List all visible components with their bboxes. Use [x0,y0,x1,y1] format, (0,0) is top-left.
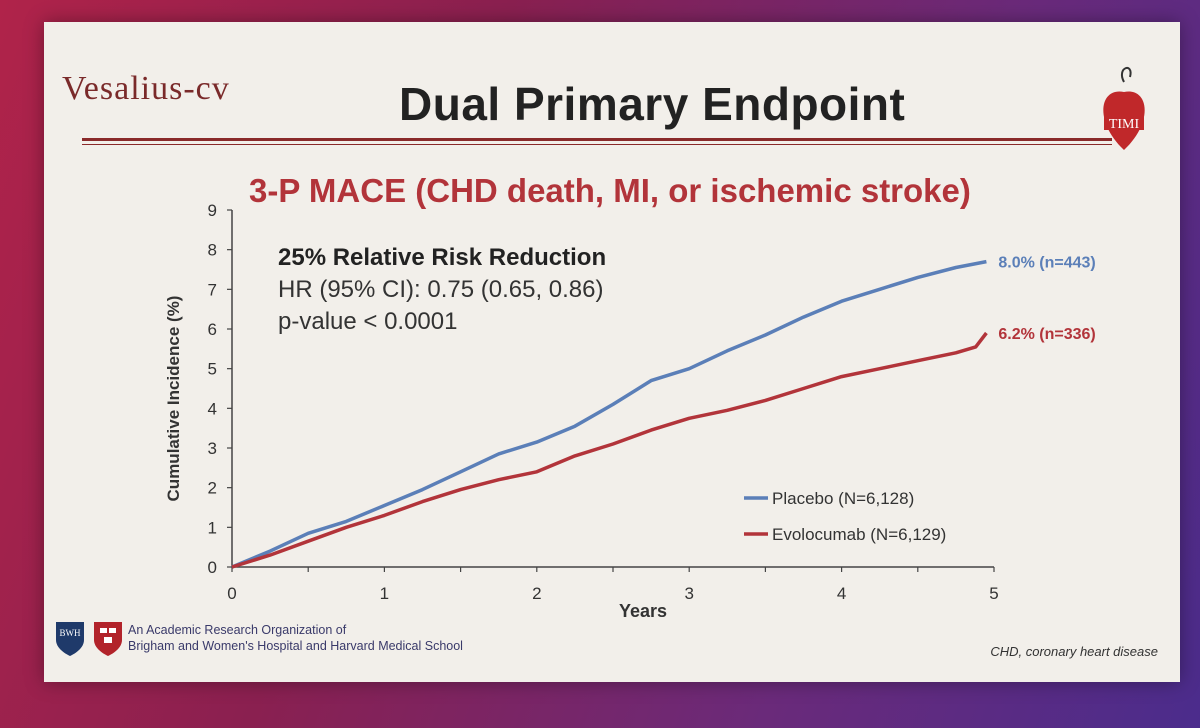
slide: Vesalius-cv Dual Primary Endpoint TIMI 3… [44,22,1180,682]
y-tick-label: 6 [208,320,217,339]
x-axis-label: Years [619,601,667,621]
slide-title: Dual Primary Endpoint [399,78,906,130]
footer-note: CHD, coronary heart disease [990,644,1158,659]
x-tick-label: 5 [989,584,998,603]
title-divider-thin [82,144,1112,145]
chart: 0 1 2 3 4 5 6 7 8 9 0 1 2 3 4 5 Years Cumulative Incidenc… [164,201,1096,621]
timi-logo-text: TIMI [1109,117,1140,132]
brand-logo: Vesalius-cv [62,70,230,107]
y-tick-label: 7 [208,280,217,299]
x-tick-label: 1 [380,584,389,603]
legend-label: Evolocumab (N=6,129) [772,525,946,544]
y-tick-label: 8 [208,241,217,260]
hr-text: HR (95% CI): 0.75 (0.65, 0.86) [278,276,604,303]
bwh-shield-icon: BWH [56,622,84,656]
series-end-label: 8.0% (n=443) [998,255,1095,272]
legend-label: Placebo (N=6,128) [772,489,914,508]
harvard-shield-icon [94,622,122,656]
y-tick-label: 2 [208,479,217,498]
footer-org-line1: An Academic Research Organization of [128,623,347,637]
x-tick-label: 4 [837,584,846,603]
footer-org-line2: Brigham and Women's Hospital and Harvard… [128,639,463,653]
y-tick-label: 9 [208,201,217,220]
series-end-label: 6.2% (n=336) [998,326,1095,343]
x-tick-label: 0 [227,584,236,603]
y-tick-label: 3 [208,439,217,458]
series-line-placebo [231,259,987,569]
y-tick-label: 4 [208,399,217,418]
p-value-text: p-value < 0.0001 [278,308,458,335]
timi-logo: TIMI [1103,67,1145,150]
stats-block: 25% Relative Risk Reduction HR (95% CI):… [278,242,606,338]
bwh-shield-text: BWH [60,628,81,638]
x-tick-label: 2 [532,584,541,603]
chart-title: 3-P MACE (CHD death, MI, or ischemic str… [249,172,971,209]
footer-org: An Academic Research Organization of Bri… [128,622,463,654]
x-tick-label: 3 [684,584,693,603]
y-tick-label: 1 [208,518,217,537]
y-axis-label: Cumulative Incidence (%) [164,296,183,502]
y-tick-label: 5 [208,360,217,379]
title-divider [82,138,1112,141]
series-line-evolocumab [231,331,988,569]
rrr-text: 25% Relative Risk Reduction [278,244,607,271]
y-tick-label: 0 [208,558,217,577]
